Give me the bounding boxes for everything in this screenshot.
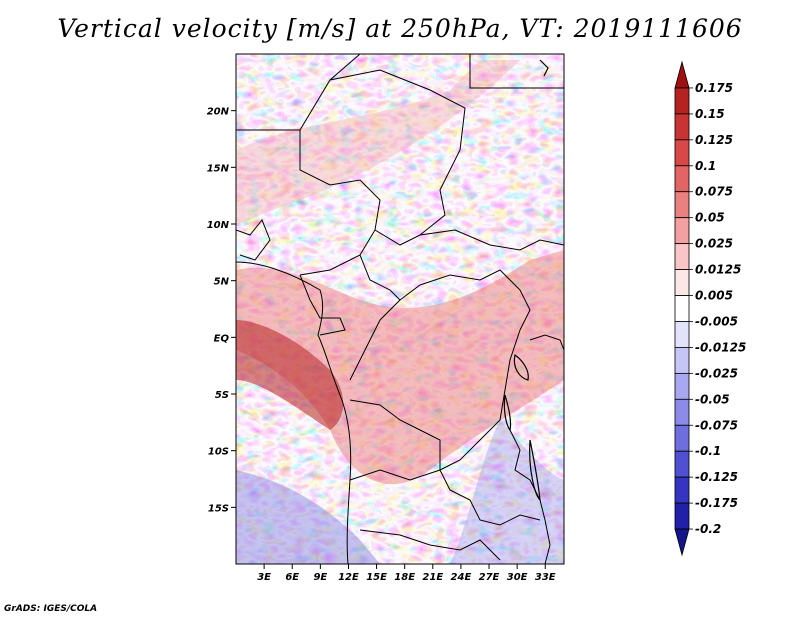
colorbar-label: 0.1	[695, 159, 716, 173]
lat-tick-label: 20N	[207, 107, 230, 118]
colorbar-label: 0.15	[695, 107, 725, 121]
border-5	[374, 229, 564, 251]
lon-tick-label: 6E	[285, 572, 299, 583]
colorbar-swatch	[674, 191, 690, 219]
ascent-band-north	[236, 60, 520, 225]
border-12	[236, 219, 271, 261]
colorbar-swatch	[674, 269, 690, 296]
colorbar-swatch	[674, 450, 690, 478]
colorbar-label: -0.125	[695, 470, 738, 484]
lon-tick-label: 33E	[535, 572, 556, 583]
lon-tick-label: 27E	[479, 572, 500, 583]
ascent-region-coast	[236, 320, 344, 430]
border-15	[449, 489, 541, 526]
colorbar-label: 0.025	[695, 237, 733, 251]
lon-tick-label: 21E	[422, 572, 443, 583]
lon-axis: 3E 6E 9E 12E 15E 18E 21E 24E 27E 30E 33E	[257, 564, 556, 583]
lat-tick-label: 5S	[215, 390, 229, 401]
lat-axis: 20N 15N 10N 5N EQ 5S 10S 15S	[207, 107, 236, 514]
lon-tick-label: 24E	[451, 572, 472, 583]
lon-tick-label: 18E	[394, 572, 415, 583]
border-10	[349, 469, 441, 481]
lat-tick-label: 10S	[208, 447, 229, 458]
border-3	[469, 54, 564, 89]
lake-2	[513, 353, 529, 381]
border-13	[299, 274, 346, 336]
colorbar-swatch	[674, 243, 690, 270]
lakes	[503, 59, 549, 502]
colorbar-label: -0.175	[695, 496, 738, 510]
lat-tick-label: EQ	[214, 333, 230, 344]
colorbar-top-triangle	[674, 60, 690, 89]
colorbar-label: -0.075	[695, 418, 738, 432]
colorbar-label: -0.005	[695, 314, 738, 328]
descent-region-south	[236, 470, 380, 564]
chart-title: Vertical velocity [m/s] at 250hPa, VT: 2…	[57, 14, 743, 43]
lon-tick-label: 15E	[366, 572, 387, 583]
border-11	[359, 529, 501, 561]
colorbar-label: 0.125	[695, 133, 733, 147]
lat-tick-label: 10N	[207, 220, 230, 231]
colorbar-swatch	[674, 398, 690, 426]
colorbar-label: -0.05	[695, 392, 730, 406]
country-borders	[236, 54, 564, 564]
colorbar-swatch	[674, 476, 690, 504]
velocity-field	[236, 54, 564, 564]
colorbar-bottom-triangle	[674, 528, 690, 557]
grads-credit: GrADS: IGES/COLA	[4, 604, 98, 614]
colorbar-label: -0.2	[695, 522, 721, 536]
colorbar-label: 0.0125	[695, 263, 741, 277]
lake-1	[503, 394, 512, 432]
lon-tick-label: 30E	[507, 572, 528, 583]
colorbar-label: -0.025	[695, 366, 738, 380]
map-frame	[235, 53, 565, 565]
colorbar: 0.175 0.15 0.125 0.1 0.075 0.05 0.025 0.0125 0.0…	[674, 60, 746, 557]
colorbar-swatch	[674, 139, 690, 167]
colorbar-label: 0.005	[695, 289, 733, 303]
lat-tick-label: 5N	[214, 277, 230, 288]
lon-tick-label: 12E	[338, 572, 359, 583]
border-16	[529, 334, 564, 351]
lake-4	[539, 59, 549, 77]
lat-tick-label: 15S	[208, 503, 229, 514]
colorbar-swatch	[674, 113, 690, 141]
colorbar-label: -0.1	[695, 444, 721, 458]
lon-tick-label: 9E	[313, 572, 327, 583]
border-7	[399, 269, 531, 331]
colorbar-swatch	[674, 295, 690, 322]
colorbar-swatch	[674, 347, 690, 374]
border-1	[236, 54, 361, 131]
lon-tick-label: 3E	[257, 572, 271, 583]
coastline	[236, 261, 352, 564]
colorbar-swatch	[674, 87, 690, 115]
colorbar-label: -0.0125	[695, 340, 746, 354]
lat-tick-label: 15N	[207, 163, 230, 174]
colorbar-label: 0.175	[695, 81, 733, 95]
colorbar-swatch	[674, 165, 690, 193]
border-2	[329, 69, 466, 236]
border-6	[349, 254, 401, 381]
colorbar-swatch	[674, 502, 690, 530]
lake-3	[529, 439, 541, 502]
descent-region-east	[450, 420, 564, 564]
border-4	[299, 130, 381, 276]
border-8	[439, 329, 521, 471]
ascent-region-central	[236, 250, 564, 485]
colorbar-swatch	[674, 372, 690, 400]
colorbar-label: 0.05	[695, 211, 725, 225]
colorbar-swatch	[674, 321, 690, 348]
field-texture	[236, 54, 564, 564]
colorbar-label: 0.075	[695, 185, 733, 199]
colorbar-swatch	[674, 424, 690, 452]
colorbar-swatch	[674, 217, 690, 245]
